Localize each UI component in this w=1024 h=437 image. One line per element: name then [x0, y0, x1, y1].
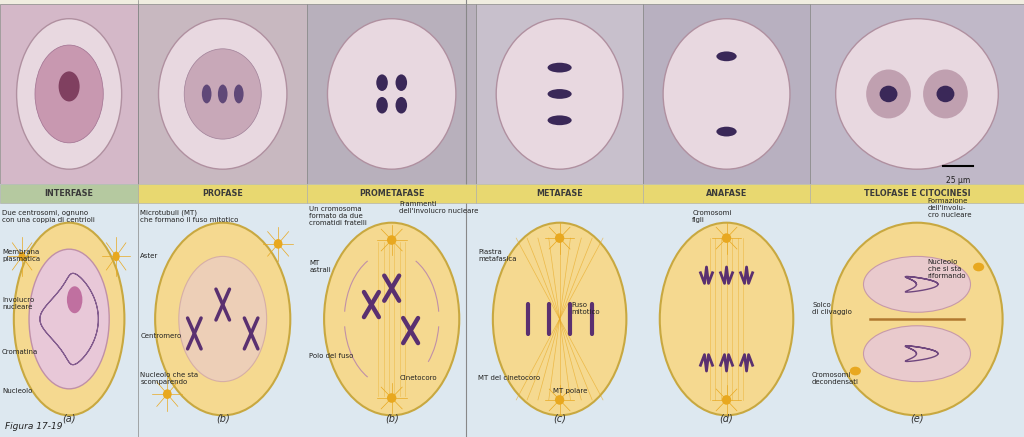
Ellipse shape: [850, 367, 861, 375]
Bar: [307, 4, 476, 184]
Ellipse shape: [67, 286, 82, 313]
Ellipse shape: [179, 257, 266, 382]
Text: INTERFASE: INTERFASE: [45, 189, 93, 198]
Text: Nucleolo: Nucleolo: [2, 388, 33, 394]
Ellipse shape: [376, 74, 388, 91]
Ellipse shape: [387, 235, 396, 245]
Ellipse shape: [113, 252, 120, 261]
Text: Piastra
metafasica: Piastra metafasica: [478, 249, 517, 262]
Ellipse shape: [923, 69, 968, 118]
Ellipse shape: [18, 252, 26, 261]
Ellipse shape: [328, 19, 456, 169]
Text: Nucleolo che sta
scomparendo: Nucleolo che sta scomparendo: [140, 371, 199, 385]
Ellipse shape: [387, 393, 396, 403]
Bar: [476, 4, 643, 184]
Ellipse shape: [548, 63, 571, 73]
Text: MT del cinetocoro: MT del cinetocoro: [478, 375, 541, 381]
Text: Un cromosoma
formato da due
cromatidi fratelli: Un cromosoma formato da due cromatidi fr…: [309, 206, 368, 226]
Text: Due centrosomi, ognuno
con una coppia di centrioli: Due centrosomi, ognuno con una coppia di…: [2, 210, 95, 223]
Ellipse shape: [156, 223, 291, 415]
Ellipse shape: [159, 19, 287, 169]
Text: Involucro
nucleare: Involucro nucleare: [2, 297, 34, 310]
Text: Solco
di clivaggio: Solco di clivaggio: [812, 302, 852, 315]
Ellipse shape: [831, 223, 1002, 415]
Ellipse shape: [58, 71, 80, 101]
Text: (e): (e): [910, 414, 924, 424]
Text: Microtubuli (MT)
che formano il fuso mitotico: Microtubuli (MT) che formano il fuso mit…: [140, 210, 239, 223]
Ellipse shape: [163, 389, 172, 399]
Ellipse shape: [664, 19, 790, 169]
Bar: [643, 4, 810, 184]
Text: Figura 17-19: Figura 17-19: [5, 422, 62, 431]
Text: Nucleolo
che si sta
riformando: Nucleolo che si sta riformando: [928, 259, 967, 279]
Bar: [0, 184, 1024, 437]
Text: (a): (a): [62, 414, 76, 424]
Text: Cromatina: Cromatina: [2, 349, 38, 355]
Ellipse shape: [218, 84, 227, 104]
Ellipse shape: [548, 89, 571, 99]
Ellipse shape: [863, 257, 971, 312]
Ellipse shape: [717, 127, 736, 136]
Text: Fuso
mitotico: Fuso mitotico: [571, 302, 600, 315]
Text: PROMETAFASE: PROMETAFASE: [359, 189, 424, 198]
Ellipse shape: [13, 223, 125, 415]
Ellipse shape: [866, 69, 911, 118]
Bar: [0, 4, 138, 184]
Text: Aster: Aster: [140, 253, 159, 259]
Text: METAFASE: METAFASE: [537, 189, 583, 198]
Ellipse shape: [555, 395, 564, 405]
Ellipse shape: [555, 233, 564, 243]
Ellipse shape: [376, 97, 388, 114]
Ellipse shape: [937, 86, 954, 102]
Ellipse shape: [395, 97, 408, 114]
Ellipse shape: [836, 19, 998, 169]
Bar: [810, 184, 1024, 203]
Ellipse shape: [184, 49, 261, 139]
Text: ANAFASE: ANAFASE: [706, 189, 748, 198]
Ellipse shape: [395, 74, 408, 91]
Bar: [810, 4, 1024, 184]
Ellipse shape: [233, 84, 244, 104]
Text: Cromosomi
figli: Cromosomi figli: [692, 210, 731, 223]
Ellipse shape: [497, 19, 623, 169]
Ellipse shape: [324, 223, 459, 415]
Ellipse shape: [29, 249, 110, 389]
Ellipse shape: [548, 115, 571, 125]
Text: Cromosomi
decondensati: Cromosomi decondensati: [812, 371, 859, 385]
Text: Formazione
dell'involu-
cro nucleare: Formazione dell'involu- cro nucleare: [928, 198, 971, 218]
Ellipse shape: [659, 223, 794, 415]
Bar: [138, 4, 307, 184]
Ellipse shape: [717, 52, 736, 61]
Text: (b): (b): [385, 414, 398, 424]
Text: PROFASE: PROFASE: [203, 189, 243, 198]
Text: Centromero: Centromero: [140, 333, 181, 340]
Text: Membrana
plasmatica: Membrana plasmatica: [2, 249, 40, 262]
Ellipse shape: [722, 233, 731, 243]
Bar: [138, 184, 307, 203]
Text: (d): (d): [720, 414, 733, 424]
Ellipse shape: [202, 84, 212, 104]
Text: MT polare: MT polare: [553, 388, 588, 394]
Bar: [307, 184, 476, 203]
Ellipse shape: [722, 395, 731, 405]
Ellipse shape: [16, 19, 122, 169]
Text: Frammenti
dell'involucro nucleare: Frammenti dell'involucro nucleare: [399, 201, 479, 214]
Ellipse shape: [973, 263, 984, 271]
Text: Polo del fuso: Polo del fuso: [309, 353, 353, 359]
Text: (c): (c): [553, 414, 566, 424]
Ellipse shape: [35, 45, 103, 143]
Ellipse shape: [273, 239, 283, 249]
Text: 25 μm: 25 μm: [946, 176, 970, 185]
Text: Cinetocoro: Cinetocoro: [399, 375, 437, 381]
Ellipse shape: [880, 86, 897, 102]
Bar: [643, 184, 810, 203]
Bar: [476, 184, 643, 203]
Text: (b): (b): [216, 414, 229, 424]
Ellipse shape: [863, 326, 971, 382]
Text: TELOFASE E CITOCINESI: TELOFASE E CITOCINESI: [863, 189, 971, 198]
Text: MT
astrali: MT astrali: [309, 260, 331, 273]
Bar: [0, 184, 138, 203]
Ellipse shape: [493, 223, 627, 415]
